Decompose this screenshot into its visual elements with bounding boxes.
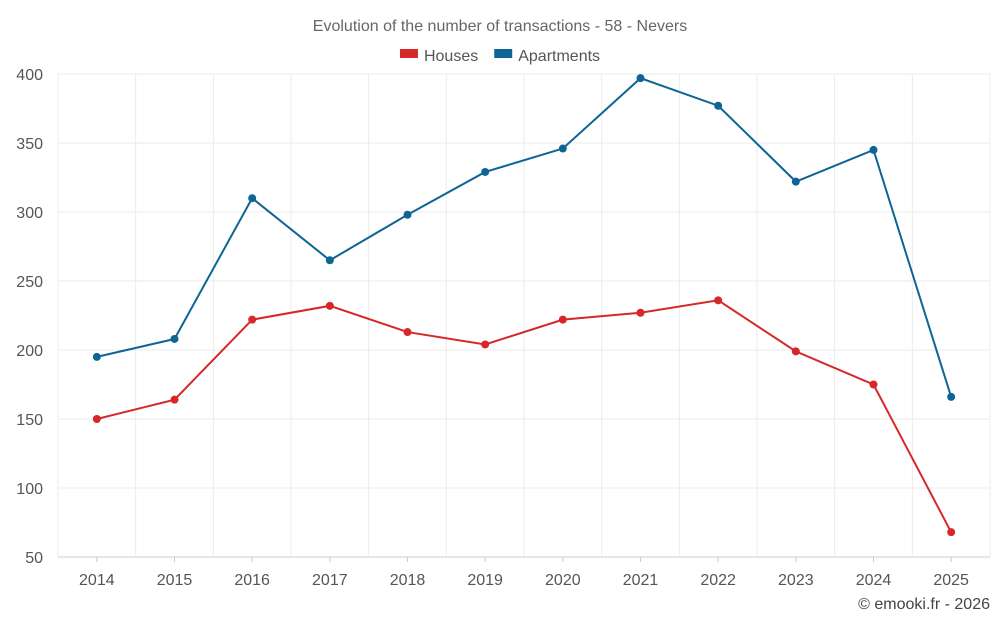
legend-label-houses: Houses <box>424 48 478 65</box>
x-tick-label: 2019 <box>467 572 503 589</box>
y-axis: 50 100 150 200 250 300 350 400 <box>16 67 43 567</box>
data-point-apartments[interactable]: Apartments 2014: 195 <box>92 352 101 361</box>
x-tick-label: 2016 <box>234 572 270 589</box>
series: Houses 2014: 150 Houses 2015: 164 Houses 2… <box>92 74 956 537</box>
data-point-apartments[interactable]: Apartments 2020: 346 <box>558 144 567 153</box>
y-tick-label: 350 <box>16 136 43 153</box>
data-point-apartments[interactable]: Apartments 2015: 208 <box>170 334 179 343</box>
x-tick-label: 2017 <box>312 572 348 589</box>
data-point-houses[interactable]: Houses 2015: 164 <box>170 395 179 404</box>
x-tick-label: 2022 <box>700 572 736 589</box>
x-tick-label: 2024 <box>856 572 892 589</box>
y-tick-label: 300 <box>16 205 43 222</box>
x-tick-label: 2023 <box>778 572 814 589</box>
credit-text: © emooki.fr - 2026 <box>858 596 990 613</box>
data-point-houses[interactable]: Houses 2021: 227 <box>636 308 645 317</box>
data-point-apartments[interactable]: Apartments 2019: 329 <box>481 167 490 176</box>
x-tick-label: 2020 <box>545 572 581 589</box>
legend-item-houses[interactable]: Houses <box>399 48 478 65</box>
data-point-houses[interactable]: Houses 2014: 150 <box>92 415 101 423</box>
series-line-apartments <box>96 76 953 398</box>
data-point-apartments[interactable]: Apartments 2021: 397 <box>636 74 645 83</box>
data-point-houses[interactable]: Houses 2017: 232 <box>325 301 334 310</box>
data-point-houses[interactable]: Houses 2020: 222 <box>558 315 567 324</box>
data-point-apartments[interactable]: Apartments 2025: 166 <box>947 392 956 401</box>
series-line-houses <box>96 299 953 533</box>
data-point-houses[interactable]: Houses 2016: 222 <box>248 315 257 324</box>
data-point-apartments[interactable]: Apartments 2017: 265 <box>325 256 334 265</box>
data-point-houses[interactable]: Houses 2019: 204 <box>481 340 490 349</box>
y-tick-label: 50 <box>25 550 43 567</box>
y-tick-label: 100 <box>16 481 43 498</box>
data-point-apartments[interactable]: Apartments 2024: 345 <box>869 145 878 154</box>
x-tick-label: 2021 <box>623 572 659 589</box>
series-apartments: Apartments 2014: 195 Apartments 2015: 208… <box>92 74 956 401</box>
x-tick-label: 2015 <box>157 572 193 589</box>
data-point-houses[interactable]: Houses 2018: 213 <box>403 328 412 337</box>
data-point-houses[interactable]: Houses 2022: 236 <box>714 296 723 305</box>
data-point-houses[interactable]: Houses 2024: 175 <box>869 380 878 389</box>
grid <box>57 73 991 558</box>
data-point-apartments[interactable]: Apartments 2023: 322 <box>791 177 800 186</box>
legend-label-apartments: Apartments <box>518 48 600 65</box>
data-point-houses[interactable]: Houses 2023: 199 <box>791 347 800 356</box>
x-tick-label: 2025 <box>933 572 969 589</box>
data-point-apartments[interactable]: Apartments 2016: 310 <box>248 194 257 203</box>
y-tick-label: 150 <box>16 412 43 429</box>
y-tick-label: 200 <box>16 343 43 360</box>
data-point-houses[interactable]: Houses 2025: 68 <box>947 528 956 537</box>
legend-swatch-houses <box>399 49 418 58</box>
data-point-apartments[interactable]: Apartments 2022: 377 <box>714 101 723 110</box>
x-tick-label: 2014 <box>79 572 115 589</box>
legend-swatch-apartments <box>494 49 513 58</box>
x-axis: 2014 2015 2016 2017 2018 2019 2020 2021 2022 2023… <box>79 557 969 589</box>
legend: Houses Apartments <box>399 48 600 65</box>
legend-item-apartments[interactable]: Apartments <box>494 48 600 65</box>
y-tick-label: 250 <box>16 274 43 291</box>
chart-title: Evolution of the number of transactions … <box>313 18 687 35</box>
x-tick-label: 2018 <box>390 572 426 589</box>
series-houses: Houses 2014: 150 Houses 2015: 164 Houses 2… <box>92 296 956 537</box>
y-tick-label: 400 <box>16 67 43 84</box>
data-point-apartments[interactable]: Apartments 2018: 298 <box>403 210 412 219</box>
